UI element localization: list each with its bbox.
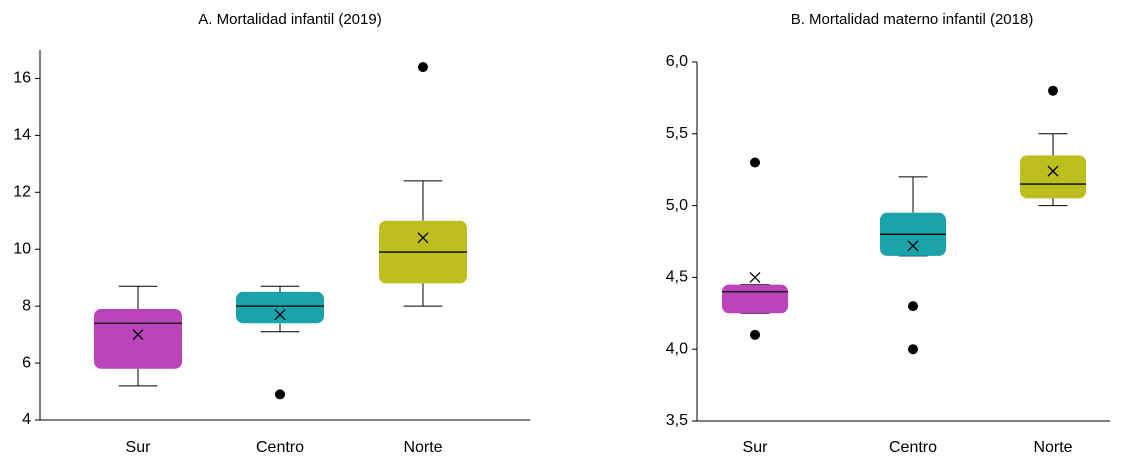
x-tick-label: Norte xyxy=(1033,439,1072,456)
y-tick-label: 12 xyxy=(13,184,31,201)
x-tick-label: Norte xyxy=(403,439,442,456)
y-tick-label: 4,5 xyxy=(666,269,688,286)
x-tick-label: Centro xyxy=(256,439,304,456)
box xyxy=(236,291,324,324)
chart-title: A. Mortalidad infantil (2019) xyxy=(198,11,381,28)
y-tick-label: 5,5 xyxy=(666,125,688,142)
outlier xyxy=(750,157,760,168)
y-tick-label: 6 xyxy=(22,354,31,371)
x-tick-label: Sur xyxy=(126,439,152,456)
mean-marker xyxy=(132,329,144,341)
mean-marker xyxy=(907,240,919,252)
box xyxy=(94,309,182,369)
y-tick-label: 6,0 xyxy=(666,53,688,70)
outlier xyxy=(418,62,428,73)
chart-title: B. Mortalidad materno infantil (2018) xyxy=(791,11,1034,28)
y-tick-label: 5,0 xyxy=(666,197,688,214)
y-tick-label: 14 xyxy=(13,127,31,144)
outlier xyxy=(750,329,760,340)
box xyxy=(1020,155,1086,199)
mean-marker xyxy=(274,309,286,321)
y-tick-label: 4,0 xyxy=(666,340,688,357)
outlier xyxy=(1048,85,1058,96)
outlier xyxy=(908,344,918,355)
y-tick-label: 10 xyxy=(13,240,31,257)
box xyxy=(722,284,788,314)
y-tick-label: 4 xyxy=(22,411,31,428)
mean-marker xyxy=(749,271,761,283)
x-tick-label: Centro xyxy=(889,439,937,456)
y-tick-label: 3,5 xyxy=(666,412,688,429)
y-tick-label: 16 xyxy=(13,70,31,87)
y-tick-label: 8 xyxy=(22,297,31,314)
outlier xyxy=(275,389,285,400)
mean-marker xyxy=(417,232,429,244)
outlier xyxy=(908,301,918,312)
x-tick-label: Sur xyxy=(743,439,769,456)
mean-marker xyxy=(1047,165,1059,177)
